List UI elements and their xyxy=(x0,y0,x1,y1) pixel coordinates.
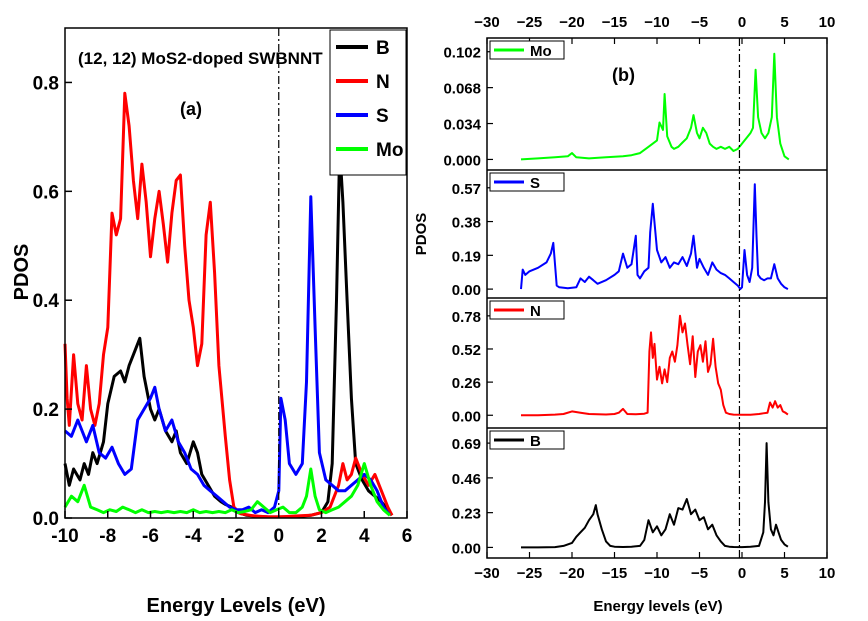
panel-b-y-ticks: 0.000 0.034 0.068 0.102 0.00 0.19 0.38 0.57 0.00… xyxy=(443,45,493,557)
panel-a-x-tick-label: 0 xyxy=(273,526,284,547)
panel-b-y-tick-label: 0.068 xyxy=(443,81,481,98)
panel-a-y-ticks: 0.0 0.2 0.4 0.6 0.8 xyxy=(33,73,72,530)
panel-a-label: (a) xyxy=(180,99,202,119)
panel-a-y-tick-label: 0.6 xyxy=(33,182,59,203)
panel-b-x-tick-label-bottom: −25 xyxy=(517,565,542,582)
panel-a-legend-label-n: N xyxy=(376,72,390,93)
panel-b-series-s xyxy=(520,183,789,291)
panel-b-x-tick-label-bottom: −15 xyxy=(602,565,627,582)
panel-b-x-ticks: −30 −30 −25 −25 −20 −20 −15 −15 −10 −10 −5 −5 0 0 5 5 10… xyxy=(474,14,835,582)
panel-a-title: (12, 12) MoS2-doped SWBNNT xyxy=(78,49,323,68)
panel-a-y-axis-label: PDOS xyxy=(11,244,33,301)
panel-b-x-tick-label-top: 0 xyxy=(738,14,746,31)
panel-b-y-tick-label: 0.23 xyxy=(452,506,481,523)
panel-b-y-tick-label: 0.00 xyxy=(452,540,481,557)
panel-b-y-tick-label: 0.57 xyxy=(452,181,481,198)
panel-a-y-tick-label: 0.0 xyxy=(33,509,59,530)
panel-b-y-axis-label: PDOS xyxy=(413,213,430,256)
panel-b-x-tick-label-top: −20 xyxy=(559,14,584,31)
panel-a-x-axis-label: Energy Levels (eV) xyxy=(147,595,326,617)
panel-b-legend-label-n: N xyxy=(530,303,541,320)
panel-b-legend-box-n xyxy=(489,300,565,320)
panel-b-x-tick-label-bottom: −20 xyxy=(559,565,584,582)
panel-b-y-tick-label: 0.69 xyxy=(452,436,481,453)
panel-a-x-tick-label: 6 xyxy=(402,526,413,547)
panel-b-y-tick-label: 0.19 xyxy=(452,248,481,265)
panel-b-x-axis-label: Energy levels (eV) xyxy=(593,598,722,615)
panel-b-legend-label-mo: Mo xyxy=(530,43,552,60)
panel-a-legend: BNS Mo xyxy=(329,29,407,176)
panel-a-y-tick-label: 0.2 xyxy=(33,400,59,421)
panel-a-x-tick-label: -8 xyxy=(99,526,116,547)
panel-b-label: (b) xyxy=(612,65,635,85)
panel-a-legend-label-b: B xyxy=(376,38,390,59)
panel-a-x-tick-label: -6 xyxy=(142,526,159,547)
panel-b-series-mo xyxy=(520,52,790,161)
panel-b-x-tick-label-top: 5 xyxy=(780,14,788,31)
panel-b-y-tick-label: 0.034 xyxy=(443,117,481,134)
panel-b-x-tick-label-bottom: 10 xyxy=(819,565,836,582)
panel-b-x-tick-label-top: −15 xyxy=(602,14,627,31)
panel-a-series-b xyxy=(63,146,394,519)
panel-b-x-tick-label-bottom: −5 xyxy=(691,565,708,582)
panel-b-x-tick-label-bottom: 0 xyxy=(738,565,746,582)
panel-a-legend-label-s: S xyxy=(376,106,389,127)
panel-b-legend-label-s: S xyxy=(530,175,540,192)
panel-b-legend-box-b xyxy=(489,430,565,450)
panel-b-y-tick-label: 0.00 xyxy=(452,408,481,425)
panel-b-x-tick-label-top: −5 xyxy=(691,14,708,31)
panel-b-x-tick-label-top: −10 xyxy=(644,14,669,31)
panel-b-x-tick-label-top: −30 xyxy=(474,14,499,31)
panel-a-x-tick-label: 2 xyxy=(316,526,327,547)
panel-b-curves xyxy=(520,52,790,549)
panel-b-y-tick-label: 0.102 xyxy=(443,45,481,62)
panel-a-y-tick-label: 0.8 xyxy=(33,73,59,94)
panel-a-curves xyxy=(63,91,394,519)
panel-a: -10 -8 -6 -4 -2 0 2 4 6 0.0 0.2 0.4 0.6 0.8 (12, 12)… xyxy=(11,27,412,617)
panel-b-x-tick-label-bottom: −10 xyxy=(644,565,669,582)
panel-b-y-tick-label: 0.00 xyxy=(452,282,481,299)
panel-b-y-tick-label: 0.26 xyxy=(452,375,481,392)
panel-a-x-tick-label: 4 xyxy=(359,526,370,547)
panel-a-legend-label-mo: Mo xyxy=(376,140,403,161)
panel-b-series-n xyxy=(521,314,789,417)
panel-a-x-ticks: -10 -8 -6 -4 -2 0 2 4 6 xyxy=(51,511,412,547)
panel-a-y-tick-label: 0.4 xyxy=(33,291,60,312)
panel-b-legend-box-mo xyxy=(489,40,565,60)
panel-b-legends: Mo S N B xyxy=(489,40,565,450)
panel-b-y-tick-label: 0.52 xyxy=(452,342,481,359)
panel-b-y-tick-label: 0.38 xyxy=(452,215,481,232)
panel-b-y-tick-label: 0.46 xyxy=(452,471,481,488)
panel-b-legend-box-s xyxy=(489,172,565,192)
panel-b-x-tick-label-bottom: −30 xyxy=(474,565,499,582)
panel-a-series-s xyxy=(64,195,392,517)
panel-b-x-tick-label-bottom: 5 xyxy=(780,565,788,582)
panel-b-legend-label-b: B xyxy=(530,433,541,450)
panel-b-x-tick-label-top: −25 xyxy=(517,14,542,31)
panel-b-y-tick-label: 0.000 xyxy=(443,152,481,169)
panel-b-y-tick-label: 0.78 xyxy=(452,309,481,326)
panel-a-x-tick-label: -2 xyxy=(228,526,245,547)
panel-b-x-tick-label-top: 10 xyxy=(819,14,836,31)
panel-a-x-tick-label: -4 xyxy=(185,526,202,547)
panel-b-series-b xyxy=(521,442,789,549)
panel-a-series-n xyxy=(63,91,394,519)
panel-a-x-tick-label: -10 xyxy=(51,526,78,547)
panel-a-series-mo xyxy=(63,462,391,517)
panel-b: −30 −30 −25 −25 −20 −20 −15 −15 −10 −10 −5 −5 0 0 5 5 10… xyxy=(413,14,835,615)
